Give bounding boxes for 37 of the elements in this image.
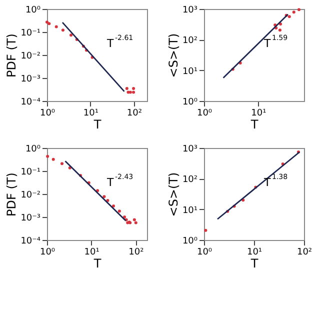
y-tick-label: 10⁻³ <box>20 74 41 84</box>
x-axis-title: T <box>250 118 259 132</box>
y-tick-label: 10⁰ <box>182 236 198 246</box>
y-tick-label: 10³ <box>182 6 198 16</box>
x-tick-label: 10² <box>126 108 142 118</box>
x-tick-label: 10¹ <box>83 108 99 118</box>
y-tick-label: 10² <box>182 36 198 46</box>
x-tick-label: 10² <box>128 248 144 258</box>
y-tick-label: 10⁰ <box>25 144 41 154</box>
y-tick-label: 10⁻¹ <box>20 168 41 178</box>
x-tick-label: 10¹ <box>246 248 262 258</box>
y-tick-label: 10¹ <box>182 66 198 77</box>
x-tick-label: 10¹ <box>251 108 267 118</box>
x-axis-title: T <box>92 118 102 132</box>
y-tick-label: 10³ <box>182 144 198 154</box>
y-axis-title: <S>(T) <box>166 33 180 78</box>
y-axis-title: PDF (T) <box>4 172 19 216</box>
y-tick-label: 10² <box>182 175 198 186</box>
y-tick-label: 10⁻⁴ <box>20 236 41 246</box>
x-tick-label: 10¹ <box>84 248 100 258</box>
x-axis-title: T <box>92 256 102 270</box>
y-tick-label: 10⁻² <box>20 52 41 62</box>
y-tick-label: 10¹ <box>182 206 198 216</box>
y-tick-label: 10⁰ <box>182 98 198 108</box>
y-tick-label: 10⁻⁴ <box>20 98 41 108</box>
x-tick-label: 10⁰ <box>196 248 212 258</box>
x-tick-label: 10⁰ <box>196 108 212 118</box>
y-tick-label: 10⁻¹ <box>20 28 41 38</box>
y-tick-label: 10⁻³ <box>20 214 41 224</box>
x-tick-label: 10⁰ <box>40 108 56 118</box>
y-axis-title: PDF (T) <box>4 34 19 78</box>
y-tick-label: 10⁻² <box>20 190 41 200</box>
x-axis-title: T <box>250 256 259 270</box>
y-axis-title: <S>(T) <box>166 172 180 217</box>
x-tick-label: 10⁰ <box>40 248 56 258</box>
x-tick-label: 10² <box>296 248 312 258</box>
y-tick-label: 10⁰ <box>25 6 41 16</box>
